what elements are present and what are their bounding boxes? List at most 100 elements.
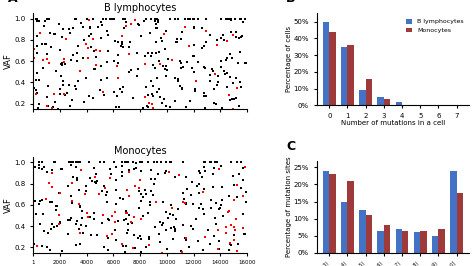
Point	[104, 217, 112, 222]
Point	[228, 18, 235, 22]
Bar	[359, 210, 365, 253]
Point	[218, 198, 226, 202]
Point	[235, 104, 243, 108]
Point	[50, 160, 58, 164]
Y-axis label: Percentage of cells: Percentage of cells	[286, 26, 292, 92]
Point	[195, 206, 203, 210]
Point	[201, 94, 208, 98]
Legend: B lymphocytes, Monocytes: B lymphocytes, Monocytes	[403, 16, 466, 36]
Point	[122, 210, 129, 215]
Point	[192, 217, 200, 221]
Point	[122, 20, 130, 24]
Point	[124, 211, 131, 216]
Point	[64, 218, 72, 222]
Point	[82, 192, 89, 197]
Point	[181, 236, 188, 240]
Point	[79, 231, 87, 235]
Point	[119, 85, 127, 89]
Point	[103, 60, 111, 65]
Bar	[347, 45, 354, 105]
Point	[206, 242, 214, 246]
Bar	[377, 231, 384, 253]
Point	[36, 222, 44, 226]
Point	[187, 193, 195, 198]
Point	[74, 44, 82, 48]
Point	[55, 213, 63, 217]
Point	[30, 242, 38, 246]
Point	[69, 160, 77, 164]
Point	[145, 101, 153, 105]
Point	[155, 232, 163, 236]
Point	[88, 178, 96, 183]
Point	[104, 49, 111, 53]
Point	[116, 196, 124, 200]
Point	[224, 85, 231, 89]
Point	[140, 18, 148, 23]
Point	[82, 184, 90, 188]
Point	[100, 93, 108, 97]
Point	[149, 84, 156, 88]
Point	[124, 222, 132, 226]
Point	[71, 16, 79, 21]
Point	[86, 215, 94, 219]
Point	[222, 225, 230, 230]
Point	[104, 248, 111, 252]
Point	[234, 242, 241, 246]
Point	[230, 238, 238, 242]
Point	[208, 160, 215, 164]
Point	[43, 57, 50, 61]
Point	[231, 16, 239, 21]
Point	[202, 40, 210, 44]
Point	[66, 218, 73, 222]
Point	[33, 18, 40, 23]
Point	[226, 93, 233, 97]
Point	[148, 51, 156, 55]
Point	[241, 232, 248, 236]
Point	[230, 182, 238, 187]
Point	[90, 211, 98, 215]
Point	[72, 243, 80, 247]
Point	[41, 41, 48, 46]
Point	[155, 50, 163, 54]
Point	[110, 160, 118, 164]
Point	[109, 16, 116, 21]
Point	[227, 75, 234, 79]
Point	[65, 160, 73, 164]
Point	[241, 232, 248, 236]
Point	[82, 189, 90, 193]
Point	[142, 95, 149, 99]
Point	[233, 249, 241, 253]
Point	[76, 68, 83, 73]
Bar	[432, 236, 438, 253]
Point	[32, 212, 40, 216]
Point	[163, 169, 170, 173]
Point	[226, 241, 234, 245]
Point	[148, 92, 156, 96]
Bar	[414, 232, 420, 253]
Point	[211, 216, 219, 220]
Point	[182, 238, 190, 242]
Bar	[365, 78, 372, 105]
Point	[217, 16, 225, 21]
Point	[90, 217, 98, 222]
Point	[38, 160, 46, 164]
Point	[133, 74, 141, 78]
Point	[58, 63, 66, 67]
Point	[199, 247, 206, 252]
Point	[146, 31, 154, 35]
Point	[93, 232, 100, 237]
Point	[67, 163, 74, 167]
Point	[162, 104, 170, 109]
Point	[155, 86, 163, 91]
Point	[237, 80, 244, 84]
Point	[36, 102, 43, 106]
Point	[171, 227, 178, 231]
Point	[152, 22, 160, 27]
Point	[118, 90, 126, 94]
Point	[79, 209, 86, 213]
Point	[99, 189, 106, 193]
Point	[174, 79, 182, 83]
Point	[135, 23, 143, 27]
Point	[199, 190, 207, 194]
Point	[123, 160, 130, 164]
